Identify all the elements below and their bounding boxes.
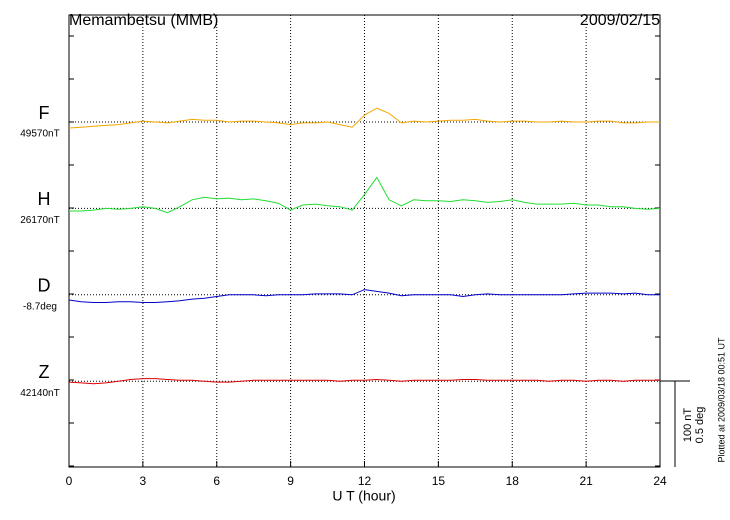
- series-line: [68, 378, 660, 385]
- series-name: Z: [39, 362, 50, 382]
- chart-title: Memambetsu (MMB): [69, 12, 218, 29]
- x-tick-label: 24: [653, 474, 667, 488]
- series-name: H: [38, 189, 51, 209]
- x-tick-label: 6: [213, 474, 220, 488]
- baseline-label: 42140nT: [20, 388, 59, 399]
- x-tick-label: 18: [506, 474, 520, 488]
- baseline-label: 26170nT: [20, 215, 59, 226]
- x-axis-label: U T (hour): [332, 488, 395, 504]
- scale-label: 100 nT: [682, 408, 694, 443]
- baseline-label: 49570nT: [20, 129, 59, 140]
- date: 2009/02/15: [580, 12, 660, 29]
- series-name: D: [38, 276, 51, 296]
- series-line: [68, 107, 660, 129]
- x-tick-label: 9: [287, 474, 294, 488]
- series-line: [69, 176, 661, 214]
- footnote: Plotted at 2009/03/18 00:51 UT: [716, 337, 726, 463]
- series-line: [68, 289, 660, 303]
- scale-label: 0.5 deg: [694, 407, 706, 444]
- x-tick-label: 12: [358, 474, 372, 488]
- x-tick-label: 21: [579, 474, 593, 488]
- x-tick-label: 15: [432, 474, 446, 488]
- series-name: F: [39, 103, 50, 123]
- x-tick-label: 3: [140, 474, 147, 488]
- x-tick-label: 0: [66, 474, 73, 488]
- baseline-label: -8.7deg: [23, 301, 57, 312]
